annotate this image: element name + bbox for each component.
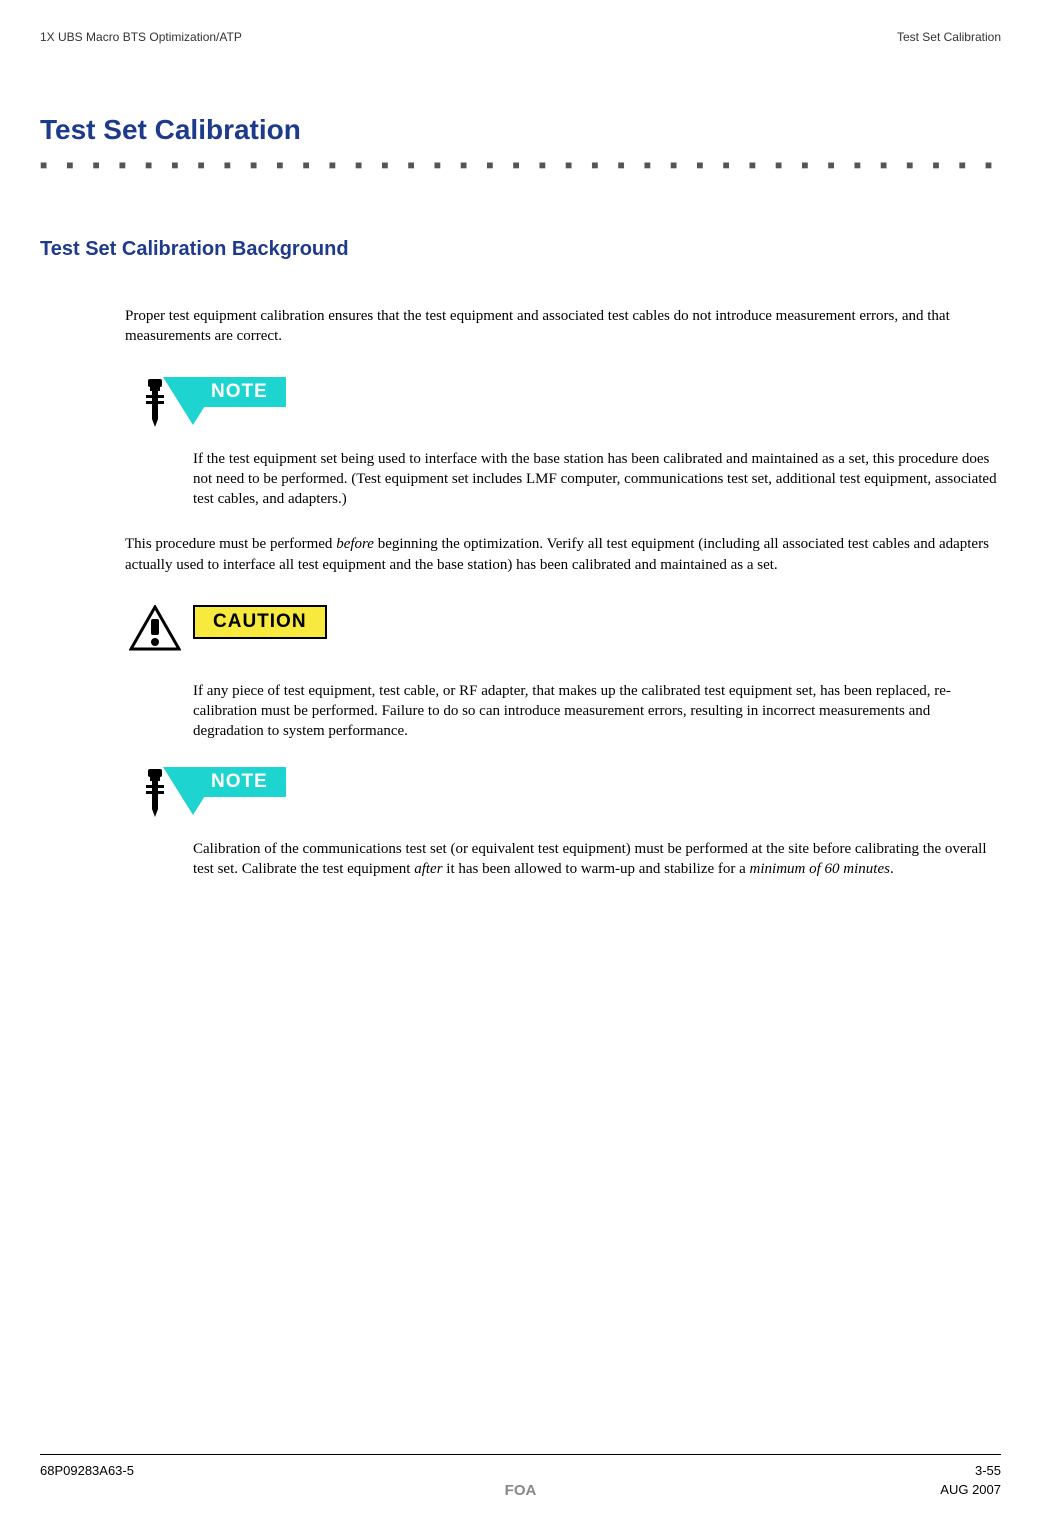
page-number: 3-55: [975, 1463, 1001, 1478]
caution-icon: [125, 605, 185, 653]
note-1-text: If the test equipment set being used to …: [193, 449, 1001, 510]
caution-callout: CAUTION If any piece of test equipment, …: [125, 605, 1001, 742]
note-callout-1: NOTE If the test equipment set being use…: [125, 377, 1001, 510]
page-header: 1X UBS Macro BTS Optimization/ATP Test S…: [40, 30, 1001, 44]
header-left: 1X UBS Macro BTS Optimization/ATP: [40, 30, 242, 44]
note-label-2: NOTE: [193, 767, 286, 797]
intro-paragraph: Proper test equipment calibration ensure…: [125, 306, 1001, 347]
footer-date: AUG 2007: [940, 1482, 1001, 1497]
foa-label: FOA: [505, 1482, 537, 1499]
main-title: Test Set Calibration: [40, 114, 1001, 146]
page-footer: 68P09283A63-5 3-55 FOA AUG 2007: [40, 1454, 1001, 1497]
doc-number: 68P09283A63-5: [40, 1463, 134, 1478]
note-2-text: Calibration of the communications test s…: [193, 839, 1001, 880]
caution-label: CAUTION: [193, 605, 327, 639]
note-callout-2: NOTE Calibration of the communications t…: [125, 767, 1001, 880]
caution-text: If any piece of test equipment, test cab…: [193, 681, 1001, 742]
before-paragraph: This procedure must be performed before …: [125, 534, 1001, 575]
header-right: Test Set Calibration: [897, 30, 1001, 44]
leader-dots: ■ ■ ■ ■ ■ ■ ■ ■ ■ ■ ■ ■ ■ ■ ■ ■ ■ ■ ■ ■ …: [40, 158, 1001, 173]
sub-title: Test Set Calibration Background: [40, 238, 1001, 261]
note-label: NOTE: [193, 377, 286, 407]
